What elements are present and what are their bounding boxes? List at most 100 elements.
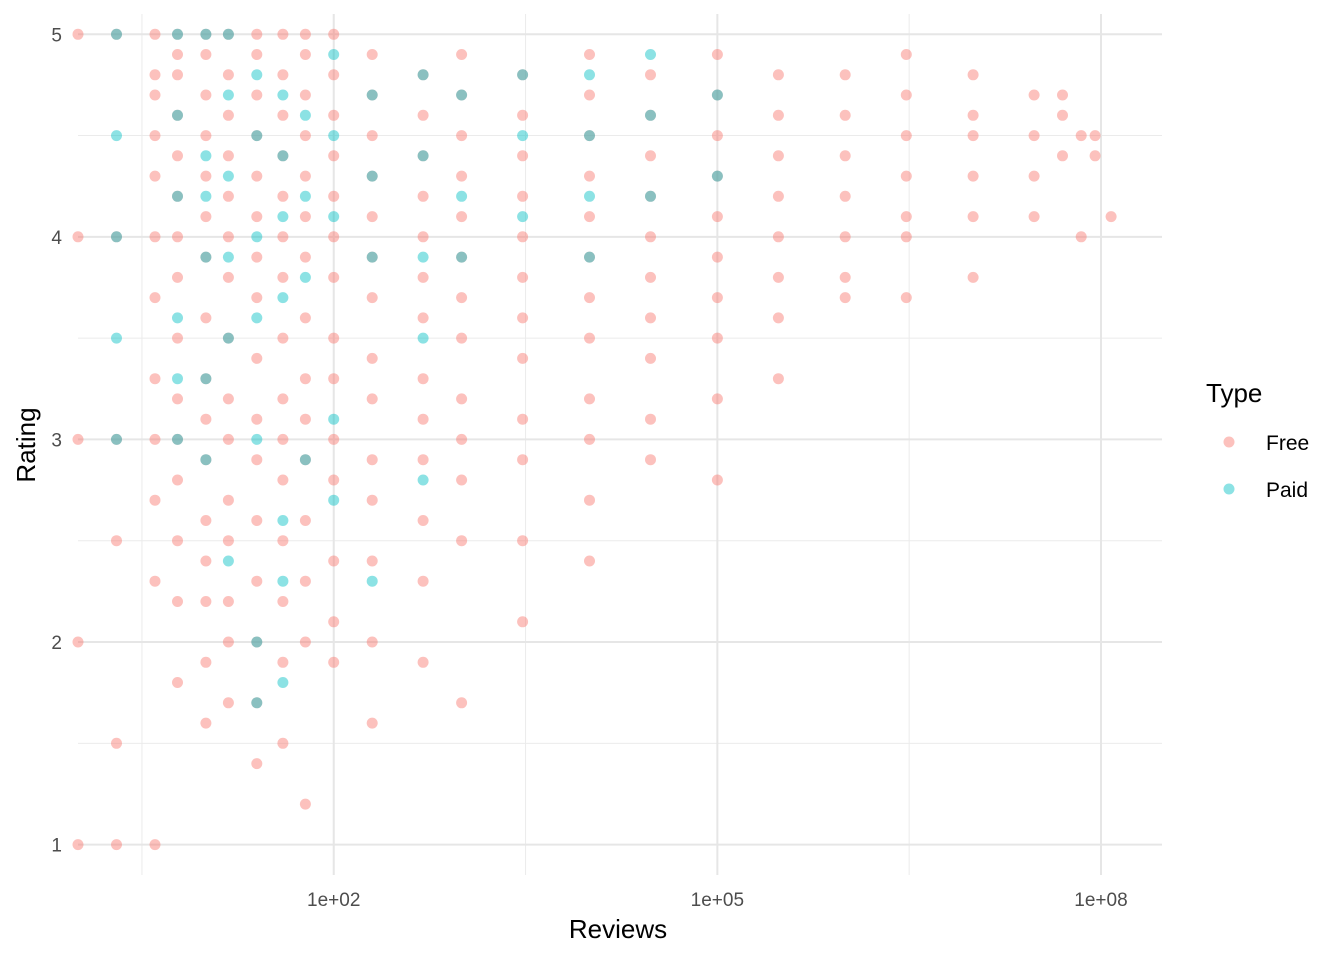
data-point-free: [456, 535, 468, 547]
data-point-free: [456, 251, 468, 263]
data-point-free: [839, 271, 851, 283]
data-point-free: [366, 393, 378, 405]
data-point-free: [839, 109, 851, 121]
data-point-free: [645, 312, 656, 324]
y-axis-title: Rating: [11, 407, 41, 482]
data-point-free: [277, 656, 289, 668]
data-point-free: [277, 737, 289, 749]
data-point-free: [839, 292, 851, 304]
data-point-paid: [200, 28, 212, 40]
data-point-free: [645, 150, 656, 162]
data-point-free: [839, 69, 851, 81]
data-point-free: [328, 332, 340, 344]
data-point-free: [584, 555, 595, 567]
data-point-free: [251, 28, 263, 40]
data-point-free: [172, 190, 183, 202]
data-point-free: [417, 109, 429, 121]
data-point-paid: [251, 312, 263, 324]
data-point-free: [299, 798, 311, 810]
data-point-free: [111, 737, 122, 749]
data-point-free: [711, 332, 723, 344]
data-point-free: [328, 656, 340, 668]
data-point-paid: [456, 190, 468, 202]
data-point-free: [251, 251, 263, 263]
data-point-free: [711, 393, 723, 405]
data-point-free: [251, 515, 263, 526]
data-point-free: [277, 393, 289, 405]
data-point-free: [772, 69, 784, 81]
x-axis-ticks: 1e+02 1e+05 1e+08: [307, 890, 1128, 911]
data-point-free: [1028, 89, 1040, 101]
data-point-free: [200, 49, 212, 60]
data-point-free: [517, 535, 529, 547]
data-point-paid: [172, 109, 183, 121]
data-point-free: [299, 373, 311, 385]
data-point-free: [417, 312, 429, 324]
data-point-free: [517, 271, 529, 283]
data-point-free: [366, 170, 378, 182]
data-point-free: [417, 515, 429, 526]
data-point-paid: [172, 312, 183, 324]
data-point-free: [149, 69, 161, 81]
data-point-paid: [222, 170, 234, 182]
x-tick-label: 1e+08: [1074, 890, 1127, 911]
data-point-free: [277, 69, 289, 81]
data-point-free: [328, 150, 340, 162]
data-point-free: [277, 535, 289, 547]
data-point-free: [772, 373, 784, 385]
data-point-free: [711, 474, 723, 486]
data-point-free: [456, 211, 468, 223]
data-point-free: [200, 373, 212, 385]
data-point-free: [222, 150, 234, 162]
data-point-free: [251, 454, 263, 466]
data-point-free: [456, 170, 468, 182]
data-point-paid: [222, 555, 234, 567]
data-point-free: [456, 433, 468, 445]
data-point-free: [200, 555, 212, 567]
data-point-free: [222, 494, 234, 506]
data-point-free: [839, 190, 851, 202]
data-point-free: [149, 170, 161, 182]
data-point-free: [772, 312, 784, 324]
data-points: [72, 28, 1117, 851]
data-point-free: [200, 130, 212, 142]
data-point-paid: [584, 251, 595, 263]
data-point-free: [645, 271, 656, 283]
data-point-free: [328, 231, 340, 243]
data-point-paid: [172, 28, 183, 40]
data-point-paid: [111, 433, 122, 445]
data-point-free: [200, 312, 212, 324]
data-point-free: [645, 190, 656, 202]
data-point-paid: [200, 251, 212, 263]
data-point-free: [366, 49, 378, 60]
data-point-free: [299, 49, 311, 60]
legend-label-paid: Paid: [1266, 479, 1308, 502]
data-point-free: [366, 89, 378, 101]
data-point-free: [222, 433, 234, 445]
data-point-free: [299, 89, 311, 101]
data-point-free: [72, 433, 84, 445]
data-point-free: [149, 433, 161, 445]
data-point-paid: [172, 190, 183, 202]
x-tick-label: 1e+05: [691, 890, 744, 911]
data-point-paid: [417, 474, 429, 486]
data-point-free: [967, 130, 979, 142]
data-point-free: [149, 839, 161, 851]
data-point-free: [772, 231, 784, 243]
x-tick-label: 1e+02: [307, 890, 360, 911]
data-point-free: [200, 28, 212, 40]
data-point-free: [72, 839, 84, 851]
data-point-free: [299, 312, 311, 324]
data-point-free: [222, 28, 234, 40]
data-point-free: [1028, 130, 1040, 142]
data-point-free: [456, 292, 468, 304]
data-point-paid: [366, 89, 378, 101]
data-point-free: [299, 413, 311, 425]
data-point-free: [417, 454, 429, 466]
data-point-free: [251, 170, 263, 182]
data-point-free: [900, 292, 912, 304]
data-point-free: [584, 49, 595, 60]
data-point-paid: [417, 69, 429, 81]
data-point-free: [172, 596, 183, 607]
